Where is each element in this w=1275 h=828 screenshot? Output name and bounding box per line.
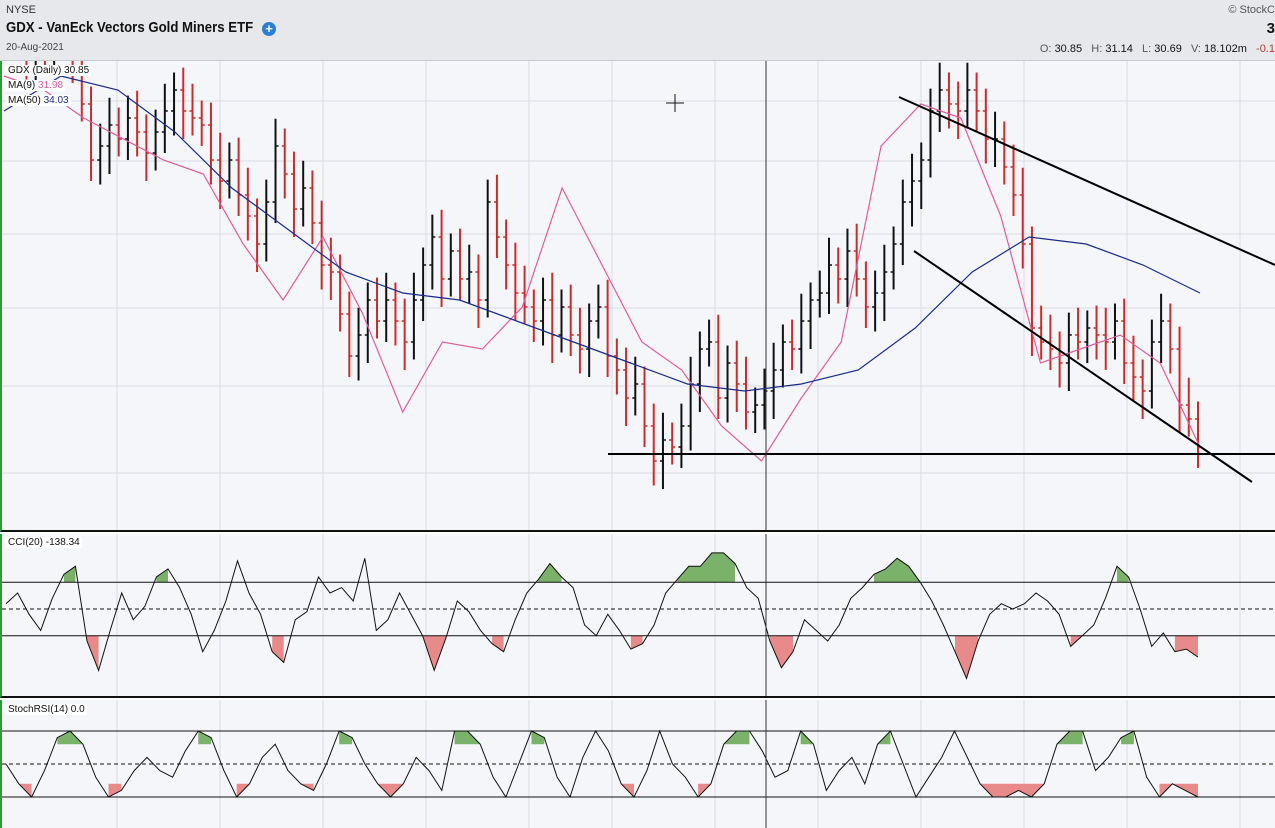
stochrsi-overbought-fill-12 [198, 731, 212, 745]
chart-title: GDX - VanEck Vectors Gold Miners ETF [6, 19, 254, 36]
add-plus-icon[interactable]: + [262, 22, 276, 36]
cci-overbought-fill-75 [1117, 566, 1129, 583]
cci-oversold-fill-53 [769, 635, 793, 668]
stochrsi-line [5, 729, 1199, 799]
ma50-line [3, 75, 1201, 392]
chart-date: 20-Aug-2021 [6, 42, 64, 53]
stochrsi-overbought-fill-59 [1057, 731, 1083, 745]
stochrsi-legend: StochRSI(14) 0.0 [6, 704, 87, 715]
change-value: -0.1 [1256, 43, 1275, 55]
cci-line [5, 552, 1199, 680]
volume-value: 18.102m [1204, 43, 1247, 55]
stochrsi-overbought-fill-30 [531, 731, 545, 745]
cci-chart-svg[interactable] [2, 534, 1275, 696]
ma50-legend: MA(50) 34.03 [6, 95, 71, 106]
cci-overbought-fill-48 [677, 552, 736, 583]
cci-oversold-fill-34 [492, 635, 504, 652]
low-value: 30.69 [1154, 43, 1182, 55]
stochrsi-overbought-fill-20 [339, 731, 353, 745]
stochrsi-chart-svg[interactable] [2, 700, 1275, 828]
cci-oversold-fill-31 [422, 635, 446, 671]
volume-label: V: [1190, 43, 1201, 55]
price-chart-svg[interactable] [2, 61, 1275, 530]
cci-legend: CCI(20) -138.34 [6, 537, 82, 548]
low-label: L: [1142, 43, 1152, 55]
ma50-legend-name: MA(50) [8, 95, 41, 106]
cci-oversold-fill-78 [1174, 635, 1198, 658]
cci-oversold-fill-20 [272, 635, 284, 663]
price-panel[interactable]: GDX (Daily) 30.85 MA(9) 31.98 MA(50) 34.… [0, 61, 1275, 532]
cci-overbought-fill-39 [538, 563, 562, 583]
ma9-line [3, 75, 1201, 462]
cci-oversold-fill-72 [1070, 635, 1083, 647]
ma9-legend: MA(9) 31.98 [6, 80, 66, 91]
copyright-label: © StockC [1228, 4, 1275, 16]
stochrsi-overbought-fill-41 [723, 731, 750, 745]
high-label: H: [1091, 43, 1103, 55]
stochrsi-oversold-fill-21 [377, 783, 404, 797]
ma9-legend-value: 31.98 [38, 80, 64, 91]
cci-panel[interactable]: CCI(20) -138.34 [0, 534, 1275, 698]
open-label: O: [1039, 43, 1052, 55]
cci-overbought-fill-5 [63, 566, 76, 583]
stochrsi-overbought-fill-61 [1121, 731, 1134, 745]
cci-oversold-fill-43 [630, 635, 643, 650]
open-value: 30.85 [1054, 43, 1083, 55]
cci-oversold-fill-65 [955, 635, 979, 679]
ohlc-readout: O: 30.85 H: 31.14 L: 30.69 V: 18.102m -0… [1040, 43, 1275, 55]
channel-top-trendline [898, 96, 1275, 266]
cci-overbought-fill-59 [874, 558, 921, 583]
stochrsi-oversold-fill-6 [108, 783, 122, 797]
stochrsi-overbought-fill-27 [454, 731, 481, 745]
channel-bottom-trendline [913, 250, 1253, 483]
cci-overbought-fill-11 [156, 568, 168, 583]
ma50-legend-value: 34.03 [43, 95, 69, 106]
exchange-label: NYSE [6, 4, 36, 16]
high-value: 31.14 [1105, 43, 1133, 55]
last-price: 3 [1266, 20, 1275, 37]
ma9-legend-name: MA(9) [8, 80, 36, 91]
chart-header: NYSE GDX - VanEck Vectors Gold Miners ET… [0, 0, 1275, 61]
stochrsi-oversold-fill-55 [980, 783, 1045, 797]
price-legend: GDX (Daily) 30.85 [6, 65, 92, 76]
stochrsi-panel[interactable]: StochRSI(14) 0.0 [0, 700, 1275, 828]
stochrsi-overbought-fill-4 [57, 731, 83, 745]
